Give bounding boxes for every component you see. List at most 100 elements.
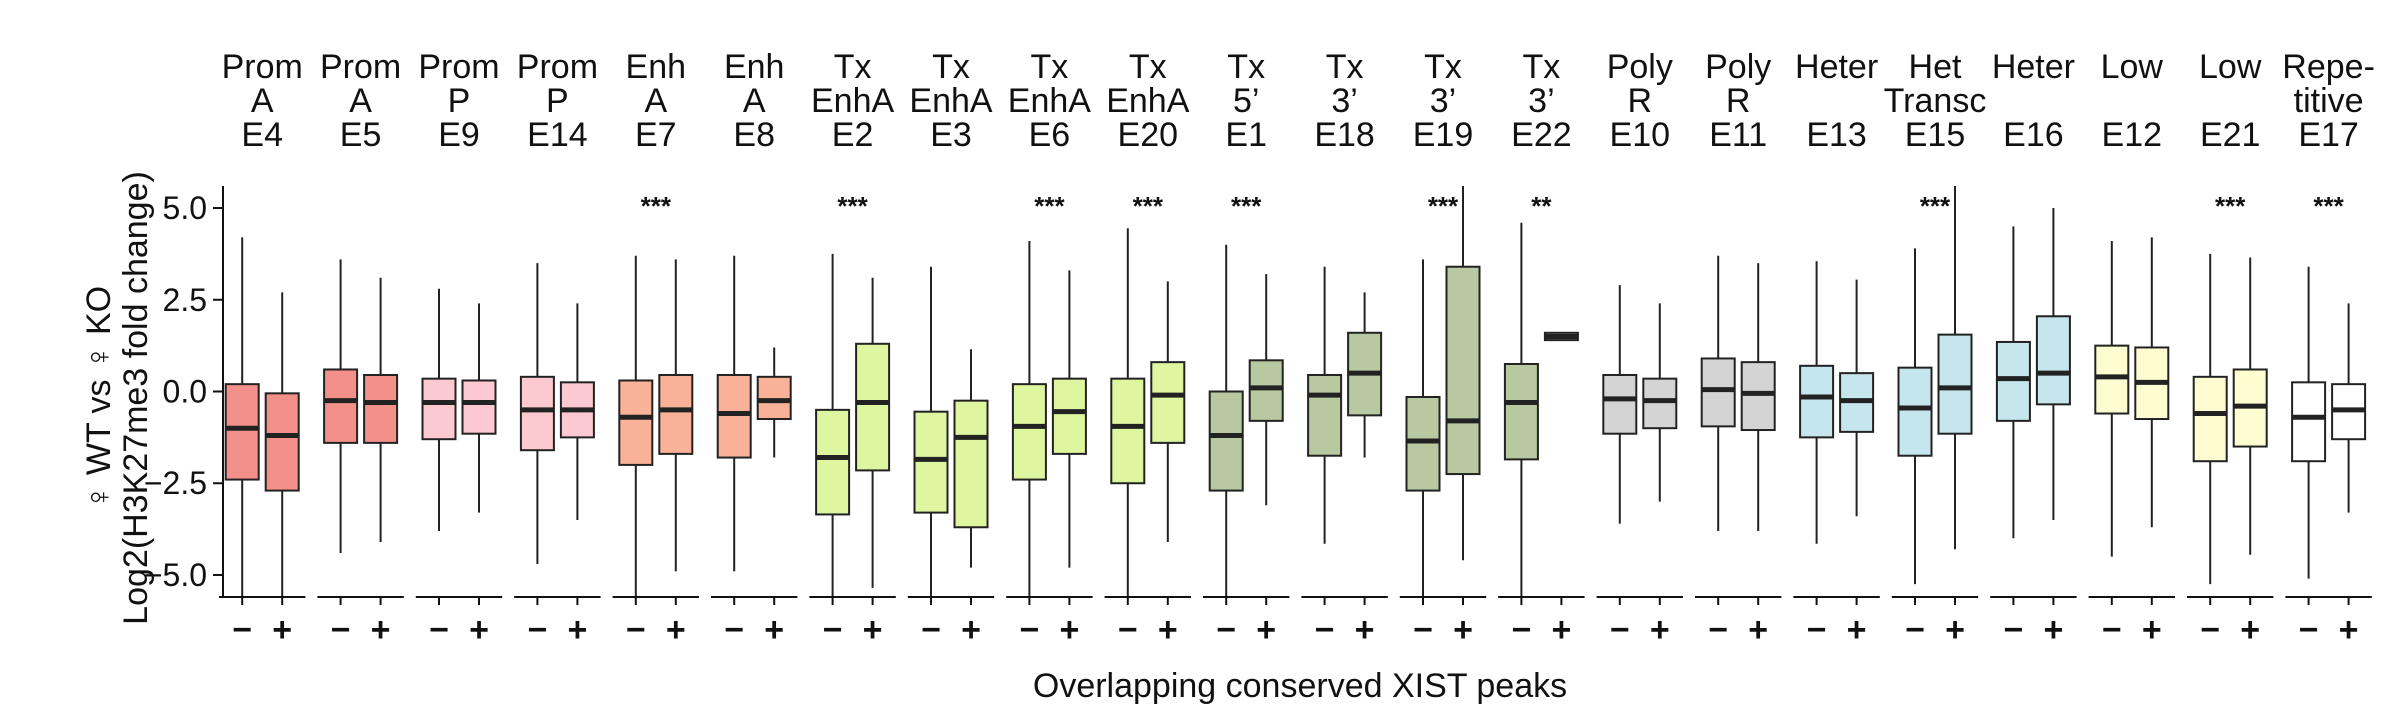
x-tick-label: − (429, 611, 449, 649)
box (855, 342, 891, 472)
column-label: E6 (1029, 116, 1071, 154)
column-label: A (644, 82, 667, 120)
x-axis-title: Overlapping conserved XIST peaks (1033, 667, 1567, 705)
x-tick-label: + (2240, 611, 2260, 649)
x-tick-label: − (724, 611, 744, 649)
significance-marker: *** (1231, 191, 1262, 221)
x-tick-label: − (626, 611, 646, 649)
x-tick-label: + (2142, 611, 2162, 649)
column-label: E14 (527, 116, 588, 154)
column-label: Het (1909, 48, 1962, 86)
column-label: Low (2199, 48, 2262, 86)
column-label: R (1726, 82, 1751, 120)
column-label: Low (2101, 48, 2164, 86)
plot-area: *** *** *** *** *** *** ** *** *** *** (224, 186, 2367, 597)
column-label: E21 (2200, 116, 2261, 154)
box (2192, 375, 2228, 463)
significance-marker: *** (1034, 191, 1065, 221)
column-label: E16 (2003, 116, 2064, 154)
box (716, 373, 752, 459)
column-label: R (1628, 82, 1653, 120)
x-tick-label: − (1708, 611, 1728, 649)
column-label: E7 (635, 116, 677, 154)
x-tick-label: − (232, 611, 252, 649)
column-label: Tx (1227, 48, 1265, 86)
column-label: E13 (1806, 116, 1867, 154)
box (1937, 333, 1973, 435)
x-tick-label: + (1256, 611, 1276, 649)
significance-marker: ** (1531, 191, 1552, 221)
x-tick-label: + (1453, 611, 1473, 649)
box (461, 379, 497, 435)
x-tick-label: + (567, 611, 587, 649)
column-label: E5 (340, 116, 382, 154)
box (1445, 265, 1481, 476)
box (1897, 366, 1933, 457)
column-label: A (743, 82, 766, 120)
column-label: Heter (1992, 48, 2075, 86)
column-label: titive (2294, 82, 2364, 120)
column-labels: PromAE4PromAE5PromPE9PromPE14EnhAE7EnhAE… (222, 48, 2375, 154)
box (2094, 344, 2130, 415)
y-tick-label: −2.5 (144, 465, 207, 501)
box (815, 408, 851, 516)
x-tick-label: + (961, 611, 981, 649)
x-tick-label: + (1945, 611, 1965, 649)
x-tick-label: + (1158, 611, 1178, 649)
column-label: Repe- (2282, 48, 2375, 86)
column-label: E19 (1413, 116, 1474, 154)
box (756, 375, 792, 421)
y-axis-title-line2: Log2(H3K27me3 fold change) (117, 171, 155, 625)
significance-marker: *** (1428, 191, 1459, 221)
y-tick-label: 2.5 (163, 282, 207, 318)
y-axis: 5.0 2.5 0.0 −2.5 −5.0 (144, 186, 224, 597)
column-label: Tx (1424, 48, 1462, 86)
box (1995, 340, 2031, 422)
box (1405, 396, 1441, 492)
x-tick-label: + (666, 611, 686, 649)
column-label: E4 (241, 116, 283, 154)
significance-marker: *** (2313, 191, 2344, 221)
box (264, 392, 300, 492)
significance-marker: *** (2215, 191, 2246, 221)
column-label: Tx (1523, 48, 1561, 86)
box (1642, 377, 1678, 430)
column-label: E3 (930, 116, 972, 154)
column-label: Enh (724, 48, 785, 86)
box (1799, 364, 1835, 439)
x-tick-label: + (764, 611, 784, 649)
column-label: Transc (1884, 82, 1987, 120)
x-tick-label: − (823, 611, 843, 649)
box (1307, 373, 1343, 457)
column-label: E22 (1511, 116, 1572, 154)
x-tick-label: − (331, 611, 351, 649)
box (1602, 373, 1638, 435)
column-label: Prom (418, 48, 499, 86)
significance-marker: *** (641, 191, 672, 221)
column-label: Prom (517, 48, 598, 86)
x-tick-label: + (863, 611, 883, 649)
x-tick-label: − (1610, 611, 1630, 649)
box (1051, 377, 1087, 455)
x-tick-label: + (1059, 611, 1079, 649)
box (913, 410, 949, 514)
box (224, 383, 260, 481)
column-label: 3’ (1331, 82, 1357, 120)
x-tick-label: + (371, 611, 391, 649)
box (1503, 362, 1539, 461)
box (953, 399, 989, 529)
column-label: 5’ (1233, 82, 1259, 120)
box (618, 379, 654, 466)
column-label: 3’ (1528, 82, 1554, 120)
x-tick-label: + (1355, 611, 1375, 649)
column-label: EnhA (909, 82, 992, 120)
column-label: E17 (2298, 116, 2359, 154)
y-tick-label: 0.0 (163, 374, 207, 410)
x-tick-label: + (1847, 611, 1867, 649)
column-label: EnhA (811, 82, 894, 120)
column-label: Poly (1607, 48, 1673, 86)
column-label: Prom (320, 48, 401, 86)
column-label: E2 (832, 116, 874, 154)
significance-marker: *** (1920, 191, 1951, 221)
